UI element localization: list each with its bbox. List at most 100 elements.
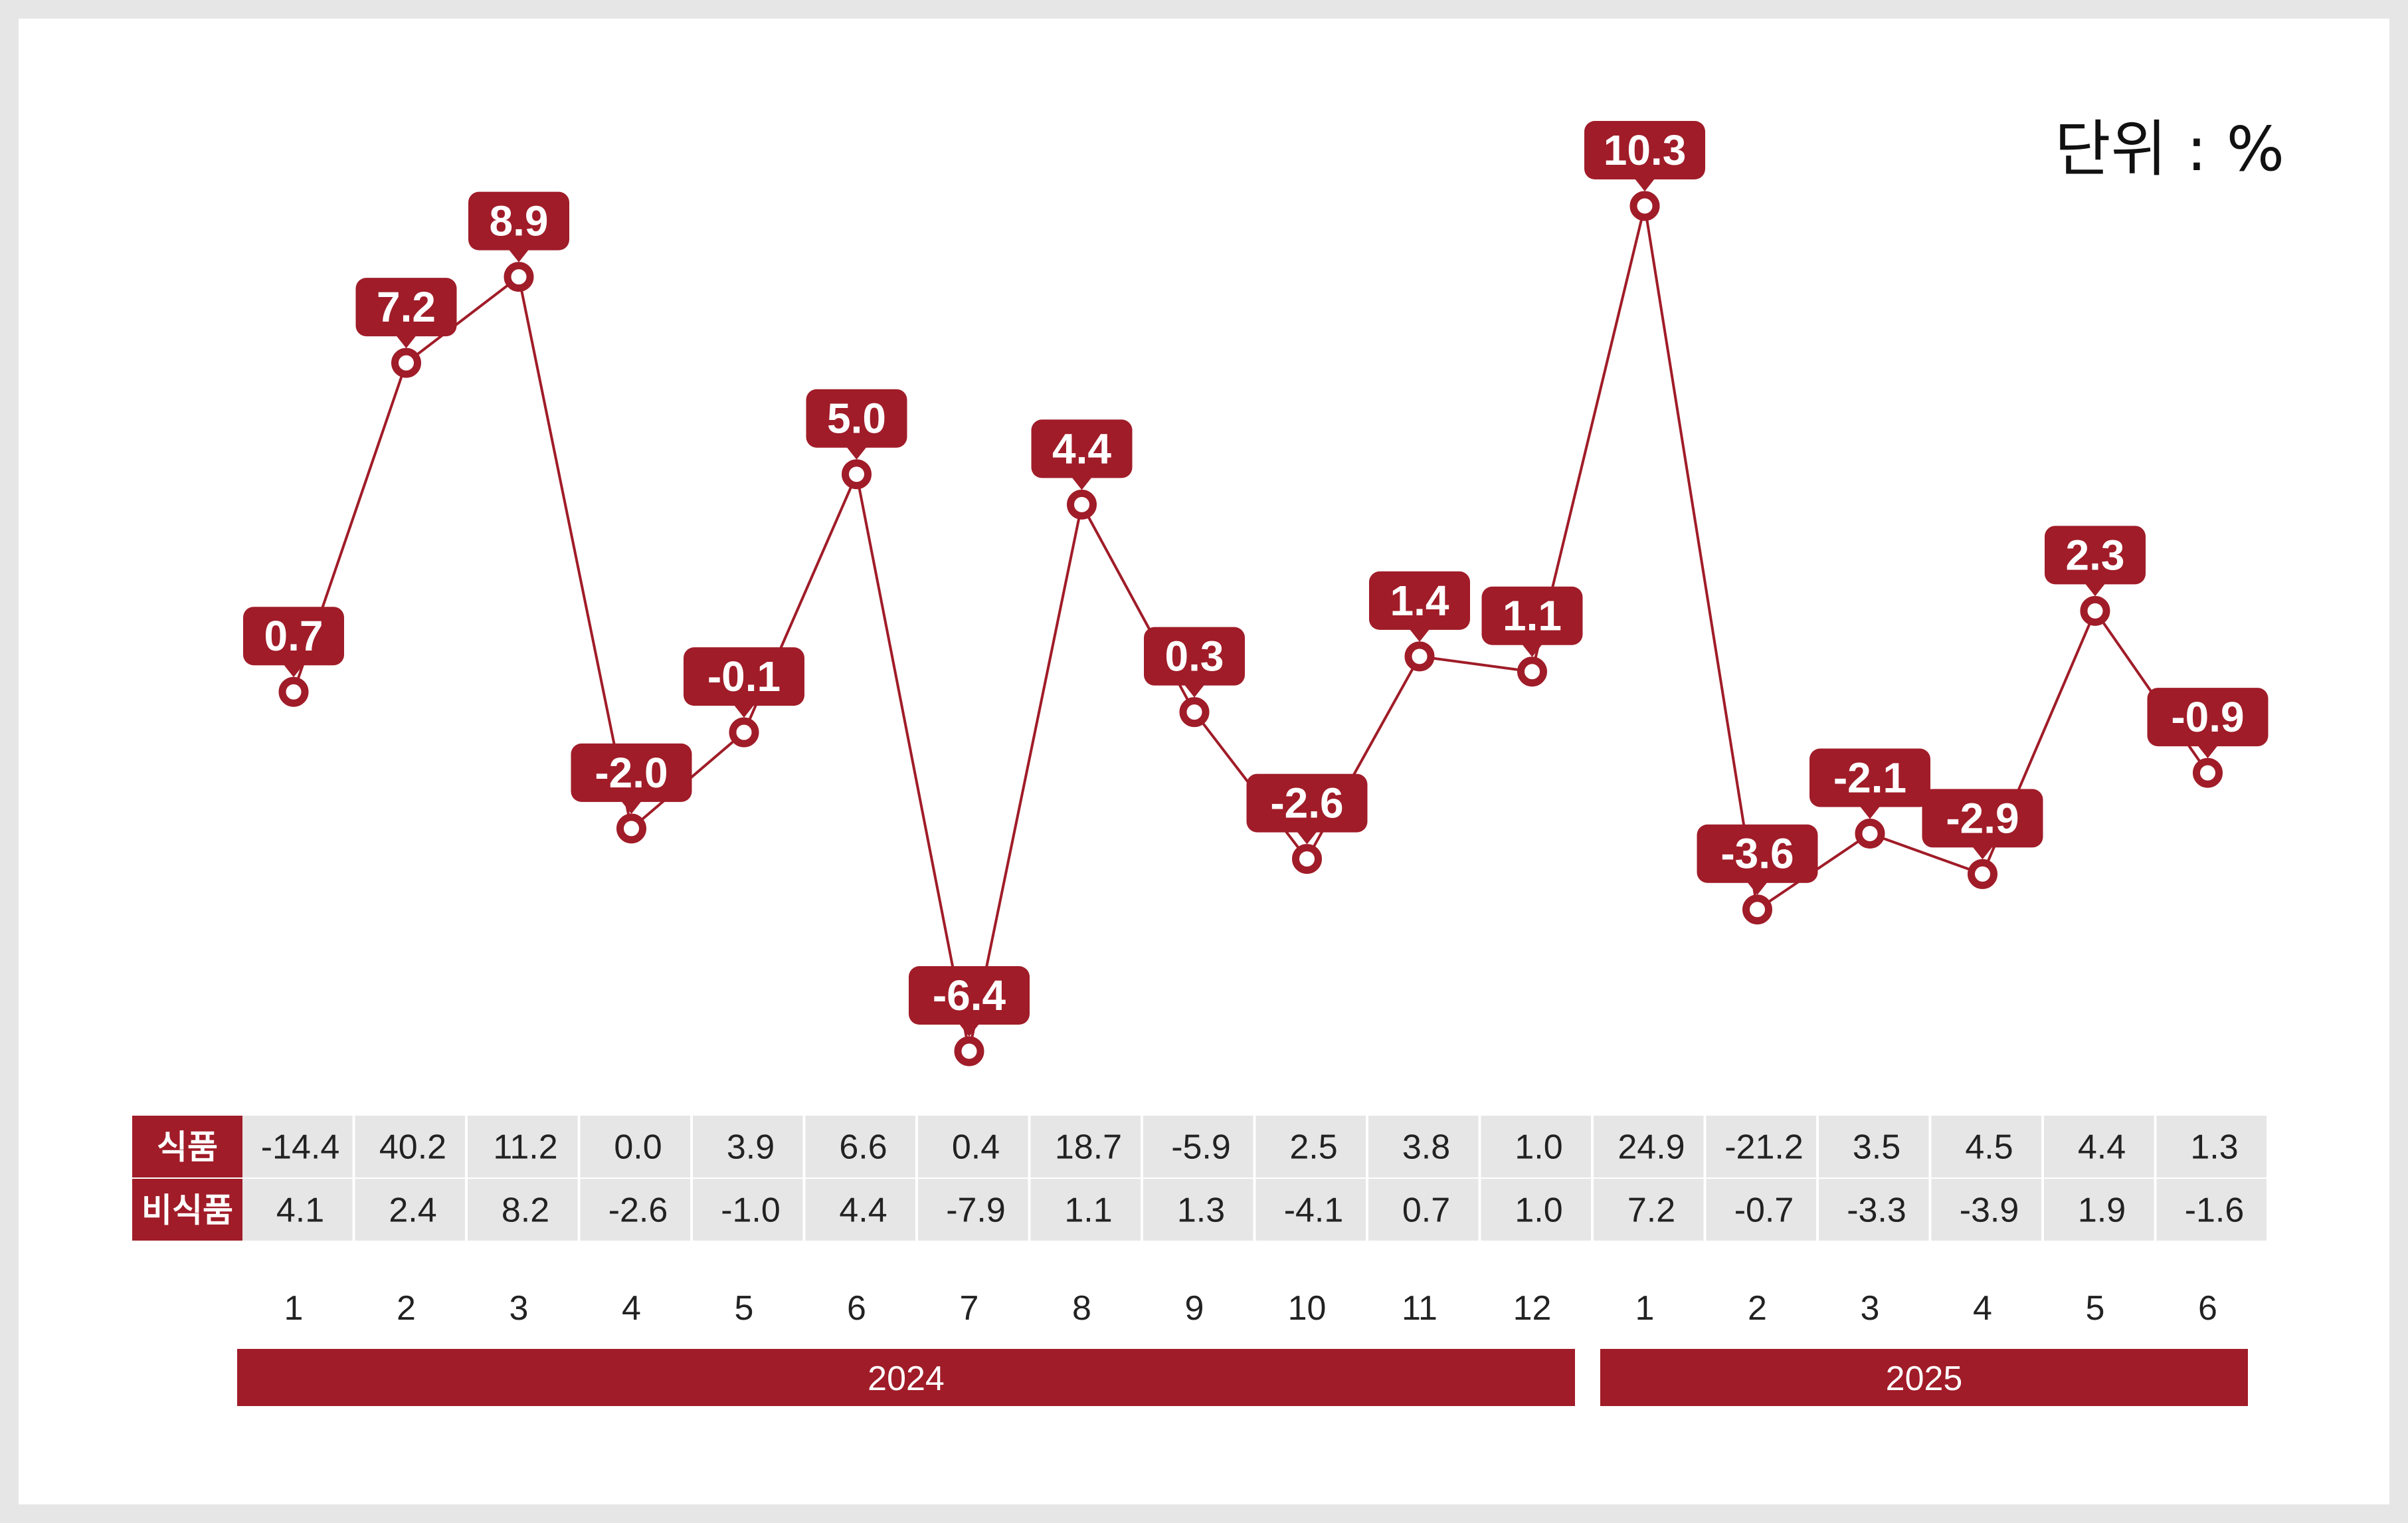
table-cell-value: 2.5 xyxy=(1289,1128,1337,1167)
data-label-box xyxy=(1481,586,1583,645)
table-cell xyxy=(1594,1116,1704,1177)
data-label-callout: -2.9 xyxy=(1922,789,2043,860)
x-tick-label: 9 xyxy=(1185,1289,1204,1328)
table-cell xyxy=(1030,1179,1141,1241)
table-cell-value: 1.3 xyxy=(1177,1191,1225,1230)
data-point xyxy=(1292,844,1322,874)
table-cell-value: 4.4 xyxy=(2078,1128,2126,1167)
data-label-callout: 4.4 xyxy=(1031,419,1133,490)
chart-frame xyxy=(19,19,2389,1504)
data-label-callout: 2.3 xyxy=(2045,526,2146,597)
table-cell xyxy=(1706,1116,1816,1177)
table-cell xyxy=(1143,1116,1253,1177)
table-cell xyxy=(355,1116,465,1177)
x-tick-label: 6 xyxy=(2198,1289,2217,1328)
table-cell-value: 0.4 xyxy=(952,1128,1000,1167)
table-cell-value: -7.9 xyxy=(946,1191,1006,1230)
data-label-box xyxy=(2147,688,2269,747)
series-line xyxy=(292,205,2209,1053)
data-labels-group: 0.7 7.2 8.9 -2.0 -0.1 5.0 -6.4 4.4 0.3 -2.6 1.4 1.1… xyxy=(243,121,2269,1037)
data-point xyxy=(1179,697,1210,728)
data-points-group xyxy=(278,191,2223,1066)
table-cell xyxy=(1481,1179,1591,1241)
table-cell-value: 1.0 xyxy=(1515,1191,1562,1230)
data-label-box xyxy=(684,647,804,706)
data-label-box xyxy=(355,278,457,337)
data-label: -0.9 xyxy=(2171,693,2244,741)
data-label-callout: -0.9 xyxy=(2147,688,2269,759)
x-tick-label: 10 xyxy=(1288,1289,1327,1328)
table-cell xyxy=(1706,1179,1816,1241)
x-tick-label: 2 xyxy=(1748,1289,1767,1328)
data-point xyxy=(729,717,759,748)
data-label: 8.9 xyxy=(490,197,549,245)
table-cell xyxy=(1819,1179,1929,1241)
data-label-pointer xyxy=(2085,583,2105,597)
data-label-pointer xyxy=(959,1024,979,1037)
data-point xyxy=(1629,191,1660,221)
data-label-pointer xyxy=(509,249,529,262)
table-cell xyxy=(1368,1179,1479,1241)
table-cell xyxy=(1819,1116,1929,1177)
table-cell-value: 18.7 xyxy=(1055,1128,1122,1167)
data-point xyxy=(278,676,309,707)
data-label: 7.2 xyxy=(377,283,436,331)
data-label-callout: 5.0 xyxy=(806,389,907,460)
x-tick-label: 5 xyxy=(735,1289,754,1328)
table-row-header-label: 식품 xyxy=(157,1128,218,1167)
data-label: 2.3 xyxy=(2066,531,2125,579)
data-label: -6.4 xyxy=(933,971,1006,1019)
data-label: -2.9 xyxy=(1946,794,2019,842)
table-cell xyxy=(693,1179,803,1241)
year-band: 2025 xyxy=(1600,1349,2248,1406)
table-cell xyxy=(1255,1116,1366,1177)
table-cell xyxy=(1931,1116,2041,1177)
data-label-callout: -6.4 xyxy=(909,966,1030,1037)
table-row: 식품 -14.4 40.2 11.2 0.0 3.9 6.6 0.4 18.7 -5.9 2.5 3.… xyxy=(132,1116,2267,1177)
year-band-bar xyxy=(1600,1349,2248,1406)
table-cell-value: 1.9 xyxy=(2078,1191,2126,1230)
data-point xyxy=(1067,489,1097,520)
table-cell xyxy=(2156,1116,2267,1177)
table-cell xyxy=(1368,1116,1479,1177)
table-cell-value: 3.5 xyxy=(1853,1128,1900,1167)
table-cell-value: 1.1 xyxy=(1064,1191,1112,1230)
data-label-pointer xyxy=(1071,477,1092,490)
data-label-pointer xyxy=(1297,831,1317,845)
x-tick-label: 1 xyxy=(1635,1289,1655,1328)
table-cell xyxy=(918,1116,1028,1177)
data-label-pointer xyxy=(1184,684,1204,698)
data-point xyxy=(1968,859,1997,889)
table-cell-value: -3.9 xyxy=(1960,1191,2019,1230)
data-label: -0.1 xyxy=(707,653,781,700)
data-label-box xyxy=(806,389,907,448)
data-point xyxy=(391,348,421,378)
x-tick-label: 8 xyxy=(1072,1289,1091,1328)
data-label-callout: -3.6 xyxy=(1697,824,1818,895)
x-tick-label: 7 xyxy=(960,1289,979,1328)
table-row-header xyxy=(132,1116,242,1177)
data-label-callout: 0.3 xyxy=(1144,627,1245,698)
data-label: 10.3 xyxy=(1604,126,1687,174)
table-cell-value: -1.6 xyxy=(2185,1191,2245,1230)
data-point xyxy=(1855,818,1885,849)
table-cell-value: 0.7 xyxy=(1402,1191,1450,1230)
table-cell-value: 2.4 xyxy=(389,1191,436,1230)
x-tick-label: 4 xyxy=(622,1289,641,1328)
x-tick-label: 6 xyxy=(847,1289,866,1328)
x-axis-month-ticks: 1 2 3 4 5 6 7 8 9 10 11 12 1 2 3 4 5 6 xyxy=(284,1289,2217,1328)
table-cell-value: 40.2 xyxy=(379,1128,446,1167)
data-label-pointer xyxy=(734,705,754,718)
table-cell xyxy=(1255,1179,1366,1241)
table-cell xyxy=(805,1179,915,1241)
data-label-pointer xyxy=(1860,806,1880,819)
table-cell xyxy=(1030,1116,1141,1177)
table-cell-value: 11.2 xyxy=(493,1128,557,1167)
year-band-label: 2024 xyxy=(868,1360,945,1398)
data-label-callout: -2.1 xyxy=(1809,748,1930,819)
table-cell-value: -2.6 xyxy=(608,1191,668,1230)
year-band-bar xyxy=(237,1349,1575,1406)
table-cell xyxy=(1931,1179,2041,1241)
data-label-box xyxy=(1144,627,1245,686)
table-cell xyxy=(1594,1179,1704,1241)
